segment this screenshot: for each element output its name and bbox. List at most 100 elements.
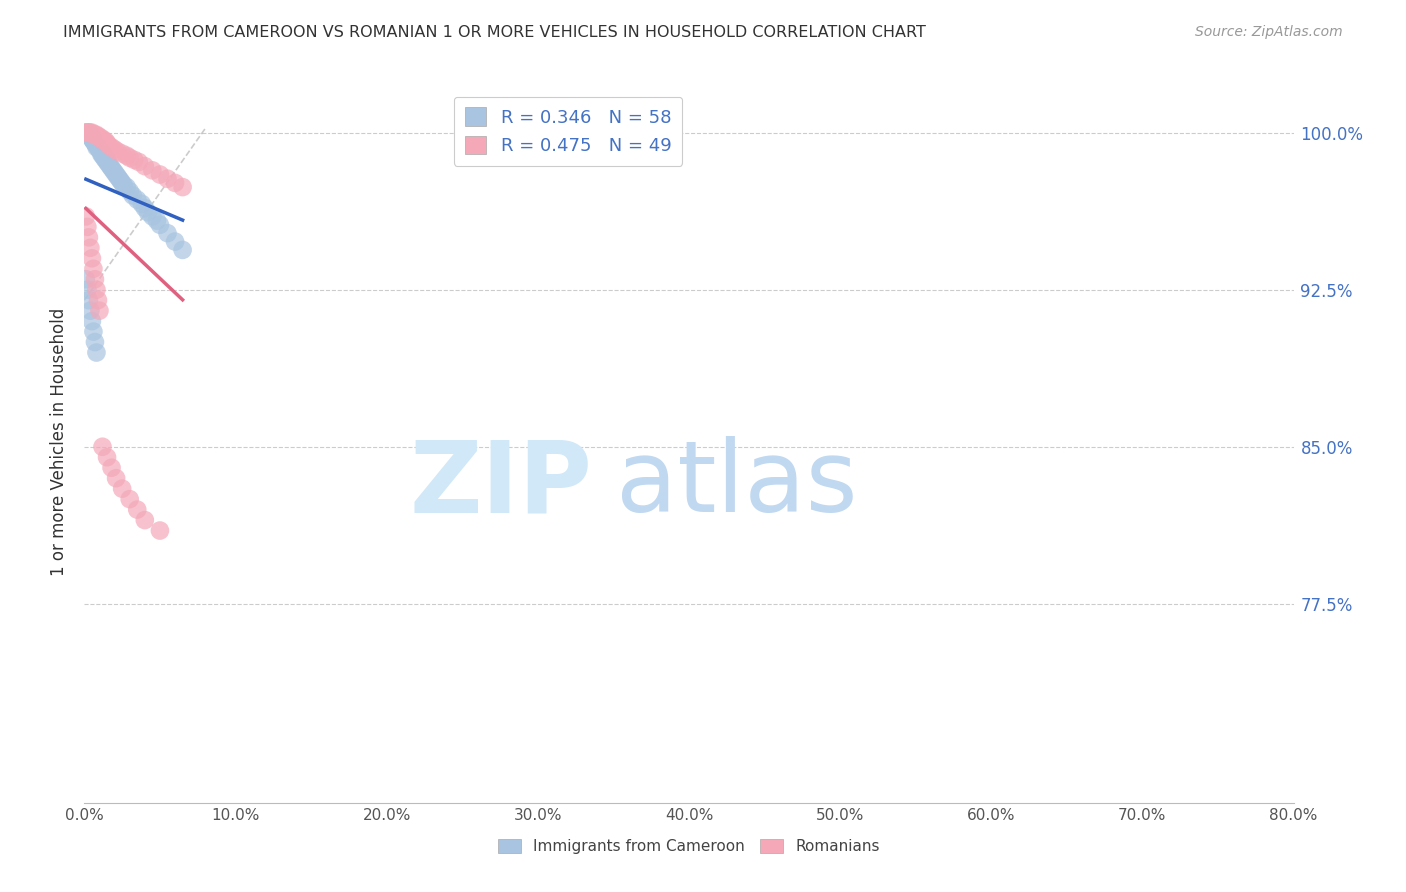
- Point: [79, 126, 101, 140]
- Point: [107, 145, 129, 159]
- Point: [111, 176, 134, 190]
- Point: [122, 153, 145, 167]
- Point: [100, 460, 122, 475]
- Text: atlas: atlas: [616, 436, 858, 533]
- Point: [111, 482, 134, 496]
- Point: [105, 168, 128, 182]
- Point: [84, 136, 107, 150]
- Point: [86, 140, 108, 154]
- Point: [136, 205, 159, 219]
- Point: [84, 136, 107, 150]
- Point: [134, 159, 156, 173]
- Point: [96, 153, 118, 167]
- Point: [149, 524, 172, 538]
- Point: [79, 129, 101, 144]
- Point: [80, 132, 103, 146]
- Point: [146, 213, 169, 227]
- Point: [86, 138, 108, 153]
- Point: [118, 184, 141, 198]
- Point: [75, 126, 97, 140]
- Point: [86, 283, 108, 297]
- Point: [128, 155, 150, 169]
- Point: [141, 210, 163, 224]
- Point: [149, 218, 172, 232]
- Point: [80, 252, 103, 266]
- Point: [89, 142, 111, 156]
- Point: [97, 138, 120, 153]
- Point: [79, 303, 101, 318]
- Point: [141, 163, 163, 178]
- Point: [76, 126, 98, 140]
- Point: [96, 155, 118, 169]
- Point: [75, 126, 97, 140]
- Point: [84, 334, 107, 349]
- Point: [90, 145, 112, 159]
- Point: [104, 165, 127, 179]
- Point: [76, 219, 98, 234]
- Point: [84, 128, 107, 142]
- Point: [94, 153, 117, 167]
- Point: [112, 178, 135, 192]
- Point: [111, 146, 134, 161]
- Point: [75, 210, 97, 224]
- Point: [91, 146, 114, 161]
- Text: Source: ZipAtlas.com: Source: ZipAtlas.com: [1195, 25, 1343, 39]
- Point: [77, 126, 100, 140]
- Point: [96, 450, 118, 465]
- Point: [82, 134, 104, 148]
- Point: [91, 132, 114, 146]
- Point: [96, 136, 118, 150]
- Point: [77, 126, 100, 140]
- Point: [115, 149, 138, 163]
- Point: [87, 140, 110, 154]
- Point: [100, 161, 122, 176]
- Point: [79, 241, 101, 255]
- Point: [118, 492, 141, 507]
- Point: [76, 283, 98, 297]
- Point: [80, 129, 103, 144]
- Point: [93, 151, 115, 165]
- Point: [77, 128, 100, 142]
- Point: [87, 293, 110, 308]
- Point: [90, 132, 112, 146]
- Point: [79, 128, 101, 142]
- Point: [156, 226, 179, 240]
- Point: [134, 201, 156, 215]
- Y-axis label: 1 or more Vehicles in Household: 1 or more Vehicles in Household: [51, 308, 69, 575]
- Text: ZIP: ZIP: [409, 436, 592, 533]
- Point: [165, 176, 187, 190]
- Point: [86, 128, 108, 142]
- Point: [100, 140, 122, 154]
- Point: [107, 169, 129, 184]
- Point: [89, 129, 111, 144]
- Text: IMMIGRANTS FROM CAMEROON VS ROMANIAN 1 OR MORE VEHICLES IN HOUSEHOLD CORRELATION: IMMIGRANTS FROM CAMEROON VS ROMANIAN 1 O…: [63, 25, 927, 40]
- Point: [82, 325, 104, 339]
- Point: [172, 243, 194, 257]
- Point: [91, 149, 114, 163]
- Point: [80, 314, 103, 328]
- Point: [76, 126, 98, 140]
- Point: [110, 174, 132, 188]
- Point: [77, 293, 100, 308]
- Point: [165, 235, 187, 249]
- Point: [127, 502, 149, 516]
- Point: [84, 272, 107, 286]
- Point: [131, 197, 153, 211]
- Point: [82, 134, 104, 148]
- Point: [82, 261, 104, 276]
- Point: [97, 157, 120, 171]
- Point: [82, 128, 104, 142]
- Point: [115, 180, 138, 194]
- Point: [108, 171, 131, 186]
- Legend: Immigrants from Cameroon, Romanians: Immigrants from Cameroon, Romanians: [492, 833, 886, 860]
- Point: [118, 151, 141, 165]
- Point: [93, 134, 115, 148]
- Point: [75, 272, 97, 286]
- Point: [91, 440, 114, 454]
- Point: [98, 159, 121, 173]
- Point: [101, 163, 124, 178]
- Point: [121, 188, 143, 202]
- Point: [89, 303, 111, 318]
- Point: [94, 134, 117, 148]
- Point: [156, 171, 179, 186]
